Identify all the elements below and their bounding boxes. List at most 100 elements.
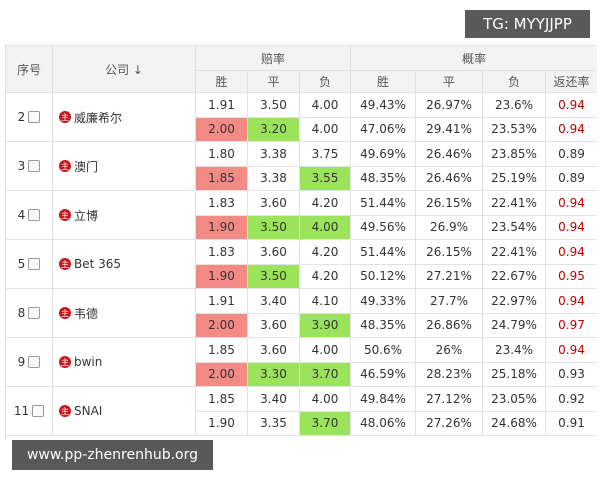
- prob-cell: 50.6%: [351, 338, 416, 363]
- odds-cell: 2.00: [196, 117, 248, 142]
- checkbox[interactable]: [28, 258, 41, 270]
- odds-cell: 3.50: [248, 93, 300, 118]
- company-name: 立博: [74, 208, 99, 223]
- odds-cell: 3.70: [300, 362, 351, 387]
- row-number: 2: [6, 93, 53, 142]
- home-badge: 主: [59, 209, 71, 221]
- odds-cell: 3.50: [248, 215, 300, 240]
- header-cell: 胜: [351, 71, 416, 93]
- home-badge: 主: [59, 160, 71, 172]
- checkbox[interactable]: [28, 356, 41, 368]
- prob-cell: 23.53%: [483, 117, 546, 142]
- odds-cell: 1.91: [196, 93, 248, 118]
- header-cell: 公司 ↓: [53, 46, 196, 93]
- company: 主 Bet 365: [53, 240, 196, 289]
- checkbox[interactable]: [28, 209, 41, 221]
- row-number: 9: [6, 338, 53, 387]
- company: 主立博: [53, 191, 196, 240]
- prob-cell: 50.12%: [351, 264, 416, 289]
- prob-cell: 23.54%: [483, 215, 546, 240]
- company-name: SNAI: [74, 404, 103, 418]
- odds-cell: 4.00: [300, 338, 351, 363]
- return-rate: 0.91: [546, 412, 597, 436]
- row-number: 4: [6, 191, 53, 240]
- odds-cell: 3.30: [248, 362, 300, 387]
- odds-cell: 2.00: [196, 313, 248, 338]
- checkbox[interactable]: [28, 160, 41, 172]
- odds-cell: 1.90: [196, 411, 248, 436]
- prob-cell: 26.15%: [416, 240, 483, 265]
- odds-cell: 3.38: [248, 142, 300, 167]
- return-rate: 0.94: [546, 240, 597, 265]
- prob-cell: 26.86%: [416, 313, 483, 338]
- row-number-text: 3: [17, 159, 26, 173]
- row-number-text: 8: [17, 306, 26, 320]
- return-rate: 0.94: [546, 191, 597, 216]
- checkbox[interactable]: [32, 405, 45, 417]
- odds-cell: 3.35: [248, 411, 300, 436]
- odds-cell: 1.80: [196, 142, 248, 167]
- odds-cell: 3.60: [248, 313, 300, 338]
- odds-cell: 4.00: [300, 93, 351, 118]
- row-number-text: 5: [17, 257, 26, 271]
- header-cell: 负: [483, 71, 546, 93]
- company: 主 bwin: [53, 338, 196, 387]
- odds-cell: 3.55: [300, 166, 351, 191]
- home-badge: 主: [59, 405, 71, 417]
- prob-cell: 26%: [416, 338, 483, 363]
- prob-cell: 49.56%: [351, 215, 416, 240]
- company-name: Bet 365: [74, 257, 122, 271]
- odds-cell: 4.10: [300, 289, 351, 314]
- watermark: www.pp-zhenrenhub.org: [12, 440, 213, 470]
- prob-cell: 48.35%: [351, 313, 416, 338]
- prob-cell: 51.44%: [351, 191, 416, 216]
- header-cell: 平: [416, 71, 483, 93]
- home-badge: 主: [59, 111, 71, 123]
- checkbox[interactable]: [28, 111, 41, 123]
- company: 主 SNAI: [53, 387, 196, 436]
- row-number-text: 9: [17, 355, 26, 369]
- prob-cell: 22.67%: [483, 264, 546, 289]
- prob-cell: 26.15%: [416, 191, 483, 216]
- row-number: 5: [6, 240, 53, 289]
- odds-cell: 1.90: [196, 215, 248, 240]
- prob-cell: 49.33%: [351, 289, 416, 314]
- odds-cell: 3.38: [248, 166, 300, 191]
- prob-cell: 25.18%: [483, 362, 546, 387]
- prob-cell: 22.41%: [483, 240, 546, 265]
- odds-cell: 3.60: [248, 338, 300, 363]
- return-rate: 0.94: [546, 338, 597, 363]
- home-badge: 主: [59, 356, 71, 368]
- return-rate: 0.94: [546, 93, 597, 118]
- prob-cell: 23.85%: [483, 142, 546, 167]
- company-name: bwin: [74, 355, 103, 369]
- prob-cell: 27.21%: [416, 264, 483, 289]
- prob-cell: 24.68%: [483, 411, 546, 436]
- odds-cell: 4.00: [300, 117, 351, 142]
- home-badge: 主: [59, 258, 71, 270]
- checkbox[interactable]: [28, 307, 41, 319]
- header-cell: 负: [300, 71, 351, 93]
- odds-cell: 1.85: [196, 338, 248, 363]
- odds-cell: 3.40: [248, 387, 300, 412]
- prob-cell: 47.06%: [351, 117, 416, 142]
- header-cell: 概率: [351, 46, 597, 71]
- return-rate: 0.94: [546, 118, 597, 142]
- prob-cell: 29.41%: [416, 117, 483, 142]
- prob-cell: 23.6%: [483, 93, 546, 118]
- odds-cell: 3.70: [300, 411, 351, 436]
- company: 主澳门: [53, 142, 196, 191]
- row-number-text: 2: [17, 110, 26, 124]
- odds-cell: 1.90: [196, 264, 248, 289]
- prob-cell: 27.7%: [416, 289, 483, 314]
- odds-table: 序号 公司 ↓ 赔率 概率胜平负胜平负返还率 2 主威廉希尔 1.91 3.50 4.00 49.…: [5, 45, 597, 440]
- odds-cell: 4.00: [300, 215, 351, 240]
- odds-cell: 4.20: [300, 191, 351, 216]
- prob-cell: 26.9%: [416, 215, 483, 240]
- prob-cell: 49.43%: [351, 93, 416, 118]
- prob-cell: 22.41%: [483, 191, 546, 216]
- odds-cell: 4.20: [300, 240, 351, 265]
- prob-cell: 25.19%: [483, 166, 546, 191]
- home-badge: 主: [59, 307, 71, 319]
